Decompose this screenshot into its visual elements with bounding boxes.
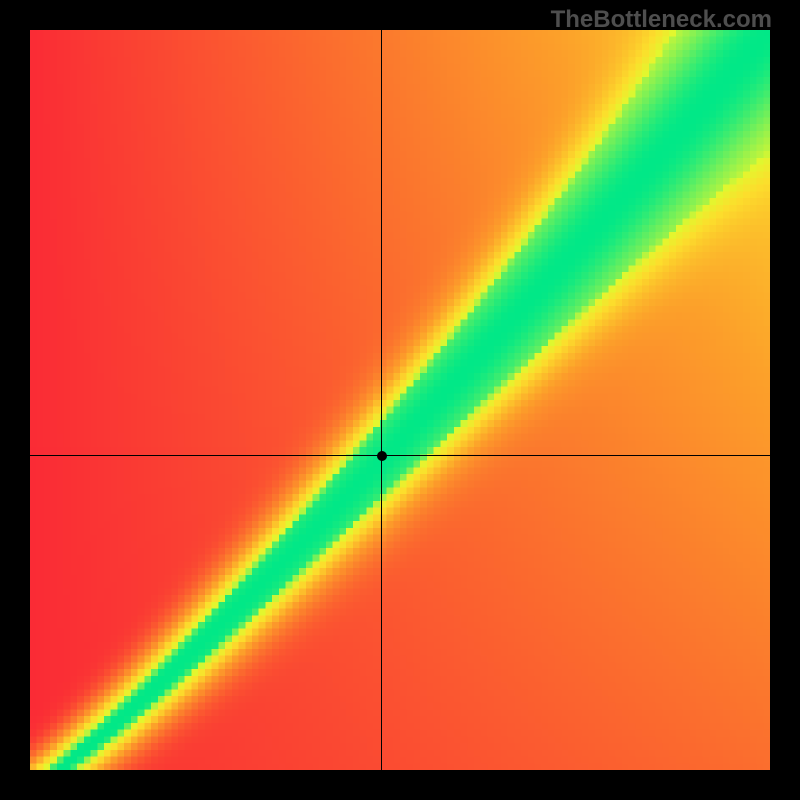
chart-container: TheBottleneck.com <box>0 0 800 800</box>
bottleneck-heatmap <box>30 30 770 770</box>
operating-point-marker <box>377 451 387 461</box>
watermark-text: TheBottleneck.com <box>551 6 772 34</box>
crosshair-horizontal <box>30 455 770 456</box>
crosshair-vertical <box>381 30 382 770</box>
